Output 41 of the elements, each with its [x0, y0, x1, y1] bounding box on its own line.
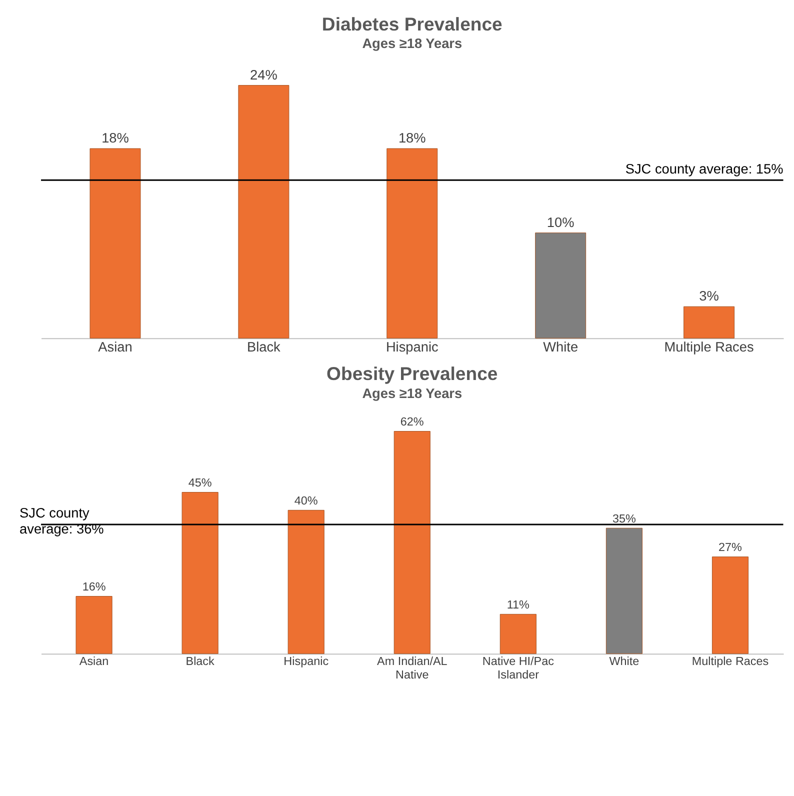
x-tick-label: Multiple Races — [692, 654, 769, 668]
data-label: 3% — [699, 288, 719, 304]
x-tick-label: Hispanic — [386, 339, 438, 354]
ref-line-label: SJC county average: 15% — [625, 161, 784, 176]
data-label: 18% — [398, 130, 426, 146]
data-label: 40% — [294, 494, 318, 508]
data-label: 10% — [546, 214, 574, 230]
chart-subtitle: Ages ≥18 Years — [362, 386, 462, 401]
x-tick-label: White — [609, 654, 640, 668]
bar — [386, 148, 438, 338]
x-tick-label: Black — [246, 339, 281, 354]
chart-title: Diabetes Prevalence — [322, 14, 502, 35]
x-tick-label: Am Indian/AL Native — [377, 654, 448, 682]
x-tick-label: Black — [186, 654, 215, 668]
x-tick-label: Native HI/Pac Islander — [482, 654, 554, 682]
data-label: 62% — [400, 415, 424, 428]
chart-subtitle: Ages ≥18 Years — [362, 36, 462, 52]
data-label: 18% — [102, 130, 129, 146]
bar — [606, 528, 642, 654]
bar — [712, 556, 749, 654]
bar — [90, 148, 141, 338]
bar — [500, 614, 536, 654]
data-label: 45% — [188, 476, 212, 490]
bar — [535, 232, 586, 338]
data-label: 35% — [612, 512, 636, 526]
data-label: 16% — [82, 580, 106, 594]
x-tick-label: Asian — [98, 339, 132, 354]
data-label: 24% — [250, 67, 278, 82]
x-tick-label: Asian — [79, 654, 109, 668]
x-tick-label: Multiple Races — [664, 339, 754, 354]
chart-title: Obesity Prevalence — [326, 363, 498, 384]
bar — [238, 85, 290, 338]
bar — [288, 510, 324, 654]
bar — [394, 431, 430, 654]
x-tick-label: Hispanic — [284, 654, 329, 668]
data-label: 27% — [718, 540, 742, 554]
bar — [182, 492, 218, 654]
bar — [76, 596, 112, 654]
bar — [684, 306, 735, 338]
data-label: 11% — [506, 598, 530, 612]
x-tick-label: White — [543, 339, 578, 354]
